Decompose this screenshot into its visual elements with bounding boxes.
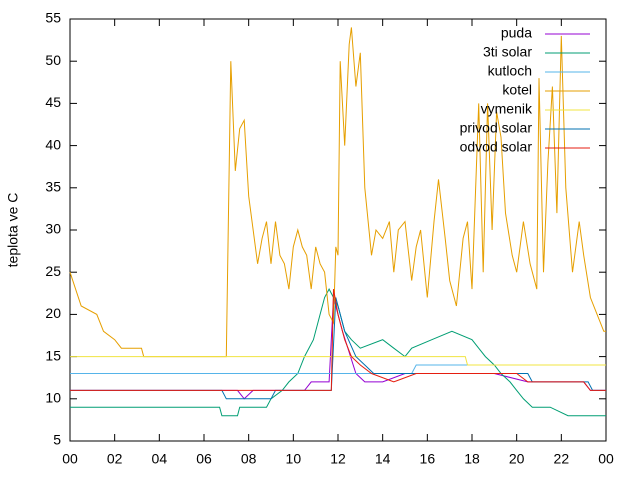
x-tick-label: 10 (286, 451, 302, 467)
series-line (70, 288, 606, 417)
y-tick-label: 55 (45, 10, 61, 26)
x-tick-label: 12 (330, 451, 346, 467)
x-tick-label: 08 (241, 451, 257, 467)
y-tick-label: 25 (45, 263, 61, 279)
y-tick-label: 40 (45, 136, 61, 152)
y-axis-label: teplota ve C (5, 193, 21, 268)
x-tick-label: 20 (509, 451, 525, 467)
legend-label: vymenik (481, 101, 533, 117)
series-line (69, 27, 606, 358)
x-tick-label: 04 (152, 451, 168, 467)
series-line (70, 364, 606, 374)
legend-label: kotel (502, 82, 532, 98)
y-tick-label: 15 (45, 347, 61, 363)
x-tick-label: 00 (62, 451, 78, 467)
y-tick-label: 35 (45, 179, 61, 195)
x-tick-label: 02 (107, 451, 123, 467)
x-tick-label: 16 (420, 451, 436, 467)
legend-label: 3ti solar (483, 44, 532, 60)
y-tick-label: 30 (45, 221, 61, 237)
x-tick-label: 22 (554, 451, 570, 467)
y-tick-label: 5 (53, 432, 61, 448)
plot-frame (69, 18, 607, 442)
legend-label: puda (501, 25, 532, 41)
legend-label: kutloch (488, 63, 532, 79)
x-tick-label: 18 (464, 451, 480, 467)
x-tick-label: 00 (598, 451, 614, 467)
y-tick-label: 20 (45, 305, 61, 321)
y-tick-label: 50 (45, 52, 61, 68)
series-line (70, 356, 606, 366)
y-tick-label: 45 (45, 94, 61, 110)
x-tick-label: 14 (375, 451, 391, 467)
legend-label: privod solar (460, 120, 533, 136)
legend-label: odvod solar (460, 139, 533, 155)
x-tick-label: 06 (196, 451, 212, 467)
y-tick-label: 10 (45, 390, 61, 406)
series-line (70, 289, 606, 391)
